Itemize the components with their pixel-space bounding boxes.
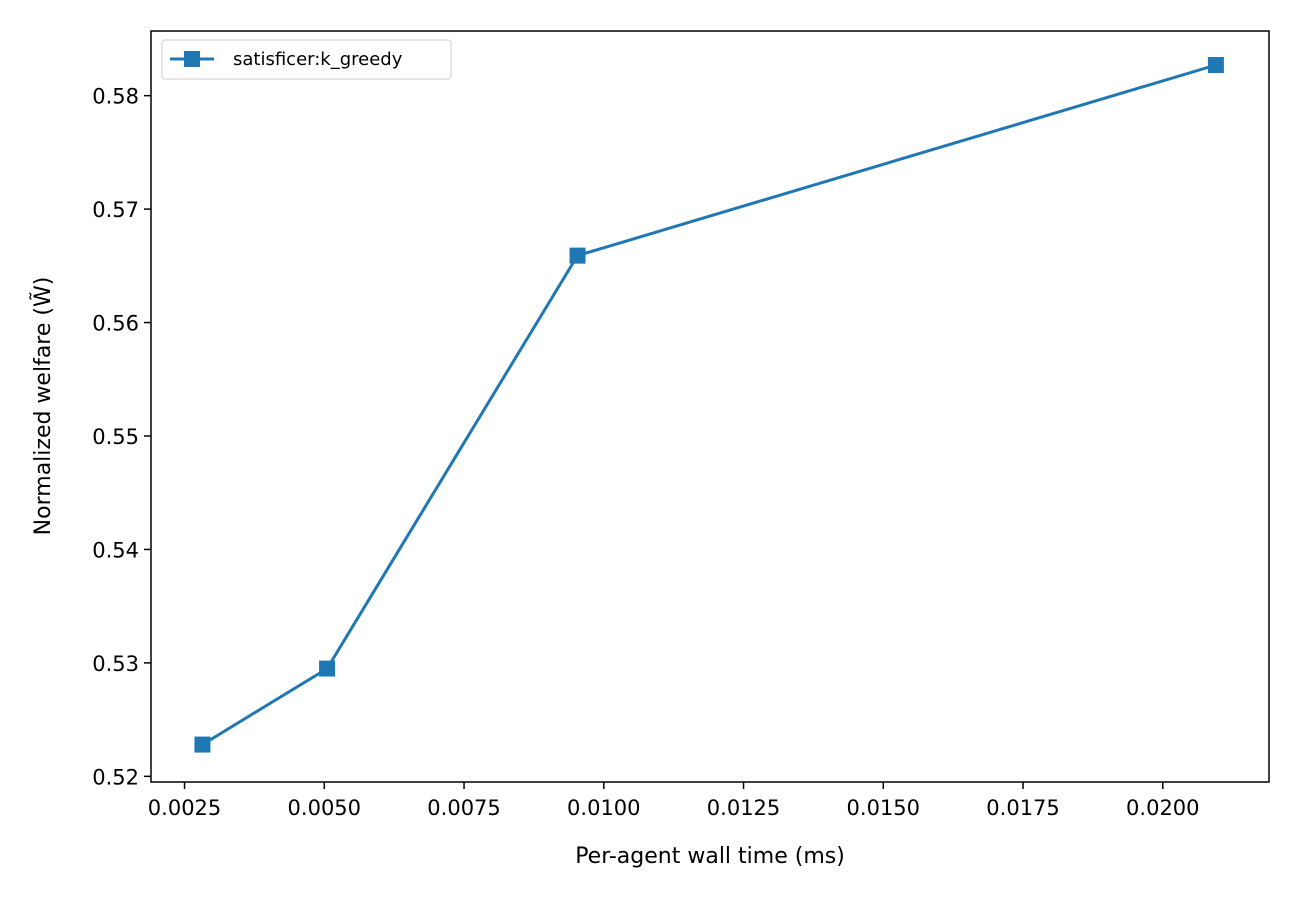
x-tick-label: 0.0125 xyxy=(707,796,780,820)
legend-marker-square xyxy=(184,51,200,67)
data-point-marker xyxy=(319,660,336,677)
x-axis-label: Per-agent wall time (ms) xyxy=(575,844,845,869)
x-tick-label: 0.0150 xyxy=(847,796,920,820)
y-tick-label: 0.56 xyxy=(92,312,139,336)
y-tick-label: 0.52 xyxy=(92,765,139,789)
x-tick-label: 0.0175 xyxy=(986,796,1059,820)
data-point-marker xyxy=(569,247,586,264)
x-tick-label: 0.0075 xyxy=(427,796,500,820)
legend: satisficer:k_greedy xyxy=(161,39,452,80)
series-line xyxy=(201,63,1217,746)
x-tick-label: 0.0050 xyxy=(288,796,361,820)
y-tick-label: 0.57 xyxy=(92,198,139,222)
x-tick-label: 0.0025 xyxy=(148,796,221,820)
series-layer xyxy=(194,57,1224,753)
data-point-marker xyxy=(1207,57,1224,74)
y-axis-ticks: 0.52 0.53 0.54 0.55 0.56 0.57 0.58 xyxy=(92,85,151,789)
y-tick-label: 0.53 xyxy=(92,652,139,676)
x-axis-ticks: 0.0025 0.0050 0.0075 0.0100 0.0125 0.0150 0.01… xyxy=(148,782,1200,820)
plot-area xyxy=(151,31,1269,782)
y-axis-label: Normalized welfare (W̃) xyxy=(30,277,56,536)
x-tick-label: 0.0200 xyxy=(1126,796,1199,820)
y-tick-label: 0.54 xyxy=(92,538,139,562)
legend-box xyxy=(161,39,452,80)
data-point-marker xyxy=(194,736,211,753)
y-tick-label: 0.55 xyxy=(92,425,139,449)
legend-series-name: satisficer:k_greedy xyxy=(233,49,403,70)
plot-frame xyxy=(150,30,1270,783)
x-tick-label: 0.0100 xyxy=(567,796,640,820)
y-tick-label: 0.58 xyxy=(92,85,139,109)
